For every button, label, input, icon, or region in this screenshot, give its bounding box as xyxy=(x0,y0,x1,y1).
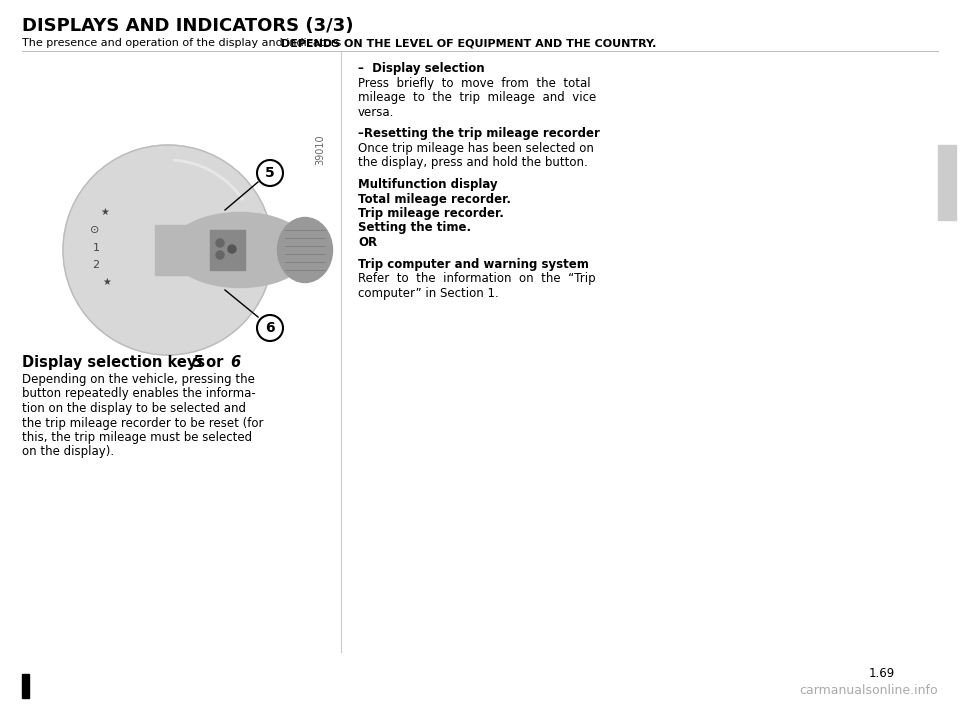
Text: Display selection keys: Display selection keys xyxy=(22,355,210,370)
Circle shape xyxy=(228,245,236,253)
Text: Refer  to  the  information  on  the  “Trip: Refer to the information on the “Trip xyxy=(358,272,595,285)
Bar xyxy=(22,674,29,698)
Text: Trip mileage recorder.: Trip mileage recorder. xyxy=(358,207,504,220)
Text: versa.: versa. xyxy=(358,106,395,119)
Text: this, the trip mileage must be selected: this, the trip mileage must be selected xyxy=(22,431,252,444)
Circle shape xyxy=(257,160,283,186)
Text: or: or xyxy=(201,355,228,370)
Text: –  Display selection: – Display selection xyxy=(358,62,485,75)
Text: Depending on the vehicle, pressing the: Depending on the vehicle, pressing the xyxy=(22,373,254,386)
Text: –Resetting the trip mileage recorder: –Resetting the trip mileage recorder xyxy=(358,127,600,141)
Text: carmanualsonline.info: carmanualsonline.info xyxy=(800,684,938,697)
Text: ★: ★ xyxy=(103,277,111,287)
Bar xyxy=(210,230,245,270)
Ellipse shape xyxy=(170,212,310,288)
Text: computer” in Section 1.: computer” in Section 1. xyxy=(358,287,499,300)
Text: Total mileage recorder.: Total mileage recorder. xyxy=(358,192,511,205)
Text: 6: 6 xyxy=(230,355,240,370)
Text: ⊙: ⊙ xyxy=(90,225,100,235)
Text: ★: ★ xyxy=(101,207,109,217)
Circle shape xyxy=(216,239,224,247)
Circle shape xyxy=(257,315,283,341)
Text: DEPENDS ON THE LEVEL OF EQUIPMENT AND THE COUNTRY.: DEPENDS ON THE LEVEL OF EQUIPMENT AND TH… xyxy=(281,38,657,48)
Bar xyxy=(938,145,956,220)
Text: The presence and operation of the display and indicators: The presence and operation of the displa… xyxy=(22,38,345,48)
Text: mileage  to  the  trip  mileage  and  vice: mileage to the trip mileage and vice xyxy=(358,91,596,104)
Text: Once trip mileage has been selected on: Once trip mileage has been selected on xyxy=(358,142,594,155)
Ellipse shape xyxy=(277,217,332,283)
Text: 1: 1 xyxy=(92,243,100,253)
Text: tion on the display to be selected and: tion on the display to be selected and xyxy=(22,402,246,415)
Text: 5: 5 xyxy=(193,355,204,370)
Text: Multifunction display: Multifunction display xyxy=(358,178,497,191)
Circle shape xyxy=(216,251,224,259)
Text: 39010: 39010 xyxy=(315,135,325,165)
Text: 5: 5 xyxy=(265,166,275,180)
Text: 1.69: 1.69 xyxy=(869,667,895,680)
Text: Press  briefly  to  move  from  the  total: Press briefly to move from the total xyxy=(358,77,590,89)
Text: Setting the time.: Setting the time. xyxy=(358,222,471,234)
Text: on the display).: on the display). xyxy=(22,445,114,459)
Text: the trip mileage recorder to be reset (for: the trip mileage recorder to be reset (f… xyxy=(22,417,263,430)
Text: the display, press and hold the button.: the display, press and hold the button. xyxy=(358,156,588,169)
Bar xyxy=(155,225,245,275)
Text: 2: 2 xyxy=(92,260,100,270)
Text: button repeatedly enables the informa-: button repeatedly enables the informa- xyxy=(22,388,255,400)
Text: Trip computer and warning system: Trip computer and warning system xyxy=(358,258,588,271)
Text: DISPLAYS AND INDICATORS (3/3): DISPLAYS AND INDICATORS (3/3) xyxy=(22,17,353,35)
Text: 6: 6 xyxy=(265,321,275,335)
Circle shape xyxy=(63,145,273,355)
Text: OR: OR xyxy=(358,236,377,249)
